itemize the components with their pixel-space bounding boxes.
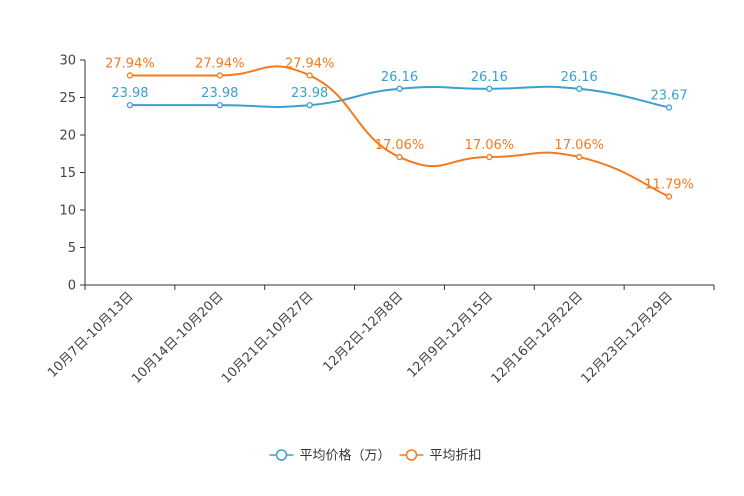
data-point-0 xyxy=(576,85,583,92)
x-tick-label: 12月9日-12月15日 xyxy=(405,289,497,381)
data-point-1 xyxy=(306,72,313,79)
y-tick-label: 30 xyxy=(59,54,76,69)
data-point-0 xyxy=(665,104,673,111)
legend-label: 平均价格（万） xyxy=(300,448,391,464)
legend[interactable]: 平均价格（万） 平均折扣 xyxy=(269,448,482,464)
data-label-0: 26.16 xyxy=(381,70,418,85)
legend-swatch-marker xyxy=(405,449,418,461)
x-tick-label: 12月2日-12月8日 xyxy=(321,289,407,375)
legend-swatch-marker xyxy=(275,449,288,461)
data-point-1 xyxy=(216,72,223,79)
data-point-0 xyxy=(486,85,493,92)
data-label-1: 27.94% xyxy=(105,56,155,71)
data-label-0: 23.67 xyxy=(650,88,687,103)
axes: 0 5 10 15 20 25 30 10月7日-10月13日10月14日-10月20日10月… xyxy=(45,54,715,387)
data-label-1: 17.06% xyxy=(465,138,515,153)
x-tick-label: 10月14日-10月20日 xyxy=(129,289,226,386)
data-point-1 xyxy=(576,153,583,161)
data-point-0 xyxy=(216,102,223,109)
data-label-1: 11.79% xyxy=(644,178,694,193)
data-label-0: 23.98 xyxy=(291,86,328,101)
data-point-1 xyxy=(486,153,493,161)
y-tick-label: 20 xyxy=(59,129,76,144)
data-label-1: 27.94% xyxy=(195,56,245,71)
data-labels: 23.98 23.98 23.98 26.16 26.16 26.16 23.67 27.94… xyxy=(105,56,694,192)
data-label-1: 27.94% xyxy=(285,56,335,71)
legend-item-0[interactable]: 平均价格（万） xyxy=(269,448,391,464)
data-label-0: 26.16 xyxy=(561,70,598,85)
data-point-1 xyxy=(396,153,403,161)
data-point-1 xyxy=(665,193,673,200)
data-label-1: 17.06% xyxy=(375,138,425,153)
data-label-0: 26.16 xyxy=(471,70,508,85)
x-tick-label: 12月16日-12月22日 xyxy=(489,289,586,386)
x-tick-label: 10月7日-10月13日 xyxy=(45,289,137,381)
y-tick-label: 15 xyxy=(59,166,76,181)
y-tick-label: 0 xyxy=(68,279,76,294)
data-label-0: 23.98 xyxy=(111,86,148,101)
y-tick-label: 10 xyxy=(59,204,76,219)
data-point-0 xyxy=(126,102,134,109)
x-tick-label: 12月23日-12月29日 xyxy=(578,289,675,386)
legend-label: 平均折扣 xyxy=(430,449,482,464)
data-point-0 xyxy=(396,85,403,92)
data-point-0 xyxy=(306,102,313,109)
y-tick-label: 5 xyxy=(68,241,76,256)
data-label-0: 23.98 xyxy=(201,86,238,101)
legend-item-1[interactable]: 平均折扣 xyxy=(399,449,482,464)
series-group xyxy=(126,65,673,200)
data-point-1 xyxy=(126,72,134,79)
y-tick-label: 25 xyxy=(59,91,76,106)
data-label-1: 17.06% xyxy=(554,138,604,153)
x-tick-label: 10月21日-10月27日 xyxy=(219,289,316,386)
